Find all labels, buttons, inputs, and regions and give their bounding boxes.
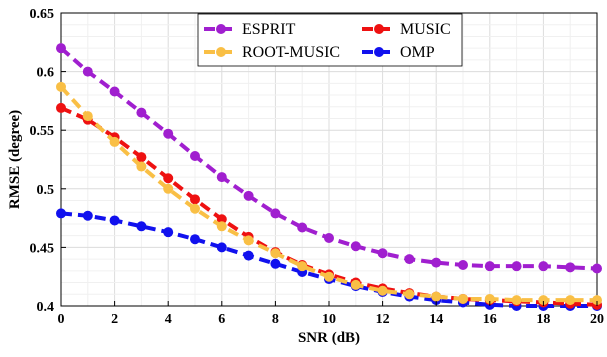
data-point-esprit — [163, 128, 174, 139]
data-point-esprit — [458, 259, 468, 270]
data-point-omp — [270, 258, 281, 269]
y-tick-labels: 0.4 0.45 0.5 0.55 0.6 0.65 — [30, 7, 66, 315]
data-point-root-music — [565, 295, 576, 306]
data-point-music — [163, 173, 174, 184]
data-point-root-music — [484, 293, 495, 304]
data-point-root-music — [56, 81, 66, 92]
x-tick-label: 6 — [218, 312, 225, 327]
data-point-esprit — [270, 208, 281, 219]
data-point-esprit — [350, 241, 361, 252]
legend-swatch-marker — [216, 24, 226, 34]
legend-entry-root-music: ROOT-MUSIC — [204, 44, 340, 61]
legend-label: MUSIC — [400, 21, 451, 38]
data-point-esprit — [484, 261, 495, 272]
data-point-root-music — [190, 203, 200, 214]
y-tick-label: 0.45 — [30, 241, 55, 256]
data-point-root-music — [324, 271, 334, 282]
data-point-omp — [109, 215, 120, 226]
x-tick-label: 8 — [272, 312, 279, 327]
legend-entry-omp: OMP — [362, 44, 435, 61]
x-axis-label: SNR (dB) — [298, 330, 360, 346]
x-tick-label: 18 — [536, 312, 550, 327]
x-tick-label: 14 — [429, 312, 443, 327]
data-point-omp — [190, 234, 200, 245]
data-point-root-music — [431, 291, 442, 302]
data-point-esprit — [216, 172, 227, 183]
data-point-root-music — [270, 248, 281, 259]
data-point-esprit — [56, 43, 66, 54]
data-point-root-music — [538, 295, 549, 306]
series-esprit — [56, 43, 602, 274]
data-point-root-music — [350, 279, 361, 290]
data-point-esprit — [82, 66, 93, 77]
data-point-root-music — [592, 295, 602, 306]
data-point-root-music — [163, 183, 174, 194]
data-point-root-music — [404, 289, 415, 300]
legend-label: OMP — [400, 44, 435, 61]
y-tick-label: 0.6 — [37, 66, 55, 81]
x-tick-labels: 0 2 4 6 8 10 12 14 16 18 20 — [58, 301, 604, 327]
series-root-music — [56, 81, 602, 306]
y-tick-label: 0.65 — [30, 7, 55, 22]
data-point-esprit — [190, 150, 200, 161]
data-point-root-music — [297, 261, 308, 272]
data-point-esprit — [136, 107, 147, 118]
data-point-esprit — [404, 254, 415, 265]
data-point-root-music — [458, 293, 468, 304]
x-tick-label: 4 — [165, 312, 172, 327]
data-point-music — [56, 102, 66, 113]
data-point-esprit — [511, 261, 522, 272]
data-point-root-music — [511, 295, 522, 306]
x-tick-label: 0 — [58, 312, 65, 327]
legend-swatch-marker — [374, 24, 384, 34]
y-axis-label: RMSE (degree) — [7, 110, 23, 209]
legend-label: ESPRIT — [242, 21, 296, 38]
data-point-music — [136, 152, 147, 163]
data-point-esprit — [431, 257, 442, 268]
data-point-omp — [163, 227, 174, 238]
data-point-omp — [216, 242, 227, 253]
data-point-omp — [243, 250, 254, 261]
x-tick-label: 12 — [376, 312, 390, 327]
legend-entry-esprit: ESPRIT — [204, 21, 296, 38]
data-point-esprit — [324, 233, 334, 244]
x-tick-label: 10 — [322, 312, 336, 327]
data-point-root-music — [82, 111, 93, 122]
legend-entry-music: MUSIC — [362, 21, 451, 38]
x-tick-label: 20 — [590, 312, 604, 327]
x-tick-label: 16 — [483, 312, 497, 327]
y-tick-label: 0.55 — [30, 124, 55, 139]
series-layer — [56, 43, 602, 311]
legend-box — [197, 13, 463, 67]
y-tick-label: 0.4 — [37, 300, 55, 315]
data-point-esprit — [377, 248, 388, 259]
y-tick-label: 0.5 — [37, 183, 55, 198]
legend-label: ROOT-MUSIC — [242, 44, 340, 61]
data-point-omp — [136, 221, 147, 232]
data-point-music — [190, 194, 200, 205]
data-point-esprit — [565, 262, 576, 273]
data-point-root-music — [109, 136, 120, 147]
x-tick-label: 2 — [111, 312, 118, 327]
data-point-music — [216, 214, 227, 225]
legend-swatch-marker — [374, 47, 384, 57]
data-point-root-music — [216, 221, 227, 232]
data-point-esprit — [297, 222, 308, 233]
data-point-omp — [56, 208, 66, 219]
data-point-root-music — [136, 161, 147, 172]
legend-swatch-marker — [216, 47, 226, 57]
data-point-root-music — [377, 285, 388, 296]
data-point-omp — [82, 210, 93, 221]
legend: ESPRIT MUSIC ROOT-MUSIC OMP — [197, 13, 463, 67]
data-point-esprit — [592, 263, 602, 274]
data-point-esprit — [109, 86, 120, 97]
data-point-root-music — [243, 235, 254, 246]
data-point-esprit — [243, 190, 254, 201]
data-point-esprit — [538, 261, 549, 272]
